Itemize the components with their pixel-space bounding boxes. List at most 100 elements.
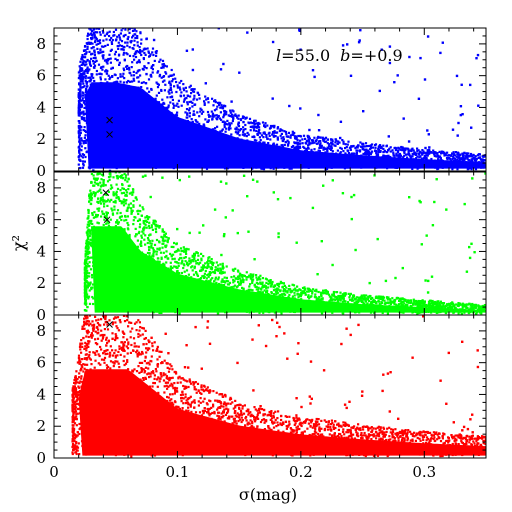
data-point bbox=[230, 113, 234, 116]
data-point bbox=[100, 271, 103, 274]
data-point bbox=[304, 141, 307, 144]
data-point bbox=[107, 260, 110, 263]
data-point bbox=[273, 308, 276, 312]
data-point bbox=[192, 113, 195, 116]
data-point bbox=[253, 283, 256, 286]
data-point bbox=[464, 161, 467, 164]
data-point bbox=[136, 76, 139, 79]
data-point bbox=[92, 62, 95, 65]
data-point bbox=[134, 87, 137, 90]
data-point bbox=[339, 136, 342, 140]
data-point bbox=[140, 100, 144, 103]
data-point bbox=[238, 307, 241, 310]
data-point bbox=[297, 148, 300, 151]
data-point bbox=[92, 192, 95, 195]
data-point bbox=[268, 165, 271, 168]
data-point bbox=[151, 68, 154, 71]
data-point bbox=[281, 305, 284, 308]
data-point bbox=[206, 264, 209, 267]
data-point bbox=[195, 294, 198, 298]
data-point bbox=[119, 73, 122, 76]
data-point bbox=[266, 286, 270, 289]
data-point bbox=[81, 94, 84, 97]
data-point bbox=[184, 134, 187, 137]
data-point bbox=[135, 71, 138, 75]
data-point bbox=[226, 123, 229, 126]
data-point bbox=[134, 124, 137, 127]
data-point bbox=[81, 67, 84, 70]
data-point bbox=[105, 215, 108, 218]
data-point bbox=[421, 306, 424, 309]
data-point bbox=[262, 136, 265, 139]
data-point bbox=[155, 110, 158, 113]
data-point bbox=[341, 44, 345, 47]
data-point bbox=[298, 288, 301, 291]
data-point bbox=[158, 60, 161, 63]
data-point bbox=[253, 119, 256, 123]
data-point bbox=[127, 224, 130, 227]
data-point bbox=[110, 184, 113, 187]
data-point bbox=[344, 309, 347, 312]
data-point bbox=[335, 308, 339, 311]
data-point bbox=[467, 167, 470, 170]
data-point bbox=[439, 305, 442, 308]
data-point bbox=[108, 58, 111, 61]
data-point bbox=[170, 154, 173, 157]
data-point bbox=[265, 135, 268, 138]
data-point bbox=[115, 246, 118, 250]
data-point bbox=[411, 159, 414, 162]
data-point bbox=[214, 135, 217, 138]
data-point bbox=[345, 146, 348, 149]
data-point bbox=[149, 265, 152, 268]
data-point bbox=[77, 71, 80, 74]
data-point bbox=[393, 300, 396, 304]
data-point bbox=[242, 133, 245, 136]
data-point bbox=[393, 299, 396, 302]
data-point bbox=[126, 37, 129, 41]
data-point bbox=[84, 49, 87, 52]
data-point bbox=[293, 310, 296, 314]
data-point bbox=[80, 125, 83, 128]
data-point bbox=[259, 291, 262, 294]
data-point bbox=[481, 155, 484, 158]
data-point bbox=[137, 131, 140, 134]
data-point bbox=[468, 302, 471, 305]
data-point bbox=[94, 36, 97, 39]
data-point bbox=[97, 131, 100, 134]
data-point bbox=[436, 152, 439, 155]
data-point bbox=[455, 155, 458, 158]
data-point bbox=[123, 279, 126, 283]
data-point bbox=[264, 285, 267, 288]
data-point bbox=[77, 94, 80, 97]
data-point bbox=[125, 262, 128, 265]
data-point bbox=[87, 99, 90, 102]
data-point bbox=[438, 301, 441, 304]
data-point bbox=[222, 137, 225, 140]
data-point bbox=[128, 46, 131, 49]
data-point bbox=[113, 263, 116, 266]
data-point bbox=[169, 84, 172, 87]
data-point bbox=[232, 116, 235, 119]
data-point bbox=[358, 296, 361, 299]
data-point bbox=[91, 283, 94, 286]
data-point bbox=[371, 296, 374, 300]
data-point bbox=[77, 146, 80, 149]
data-point bbox=[237, 146, 241, 149]
data-point bbox=[149, 149, 152, 152]
data-point bbox=[231, 152, 234, 155]
data-point bbox=[249, 129, 252, 132]
data-point bbox=[226, 134, 229, 138]
data-point bbox=[332, 305, 335, 308]
data-point bbox=[326, 150, 329, 153]
data-point bbox=[377, 150, 380, 153]
data-point bbox=[246, 139, 249, 142]
data-point bbox=[370, 302, 373, 305]
data-point bbox=[474, 303, 478, 306]
data-point bbox=[428, 148, 431, 151]
data-point bbox=[116, 35, 119, 38]
data-point bbox=[147, 263, 150, 266]
data-point bbox=[91, 52, 94, 55]
data-point bbox=[184, 278, 187, 281]
data-point bbox=[367, 151, 371, 154]
data-point bbox=[99, 299, 102, 302]
